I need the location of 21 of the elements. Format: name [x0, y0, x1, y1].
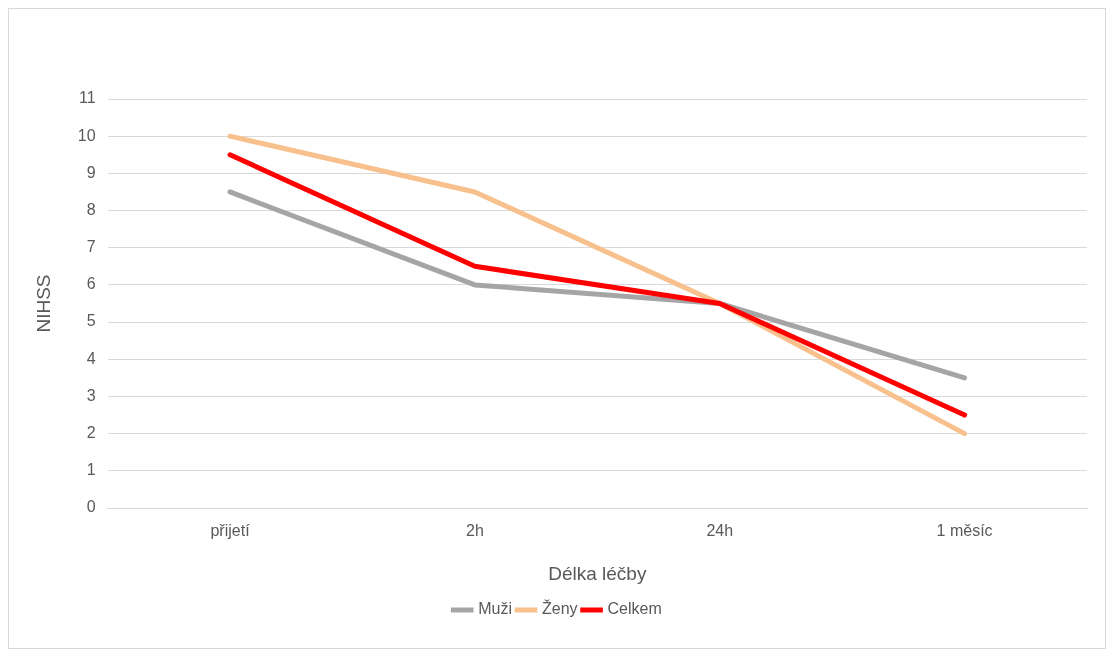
x-tick-label: 1 měsíc — [936, 522, 993, 540]
legend-label: Muži — [478, 600, 512, 618]
y-tick-label: 3 — [86, 386, 96, 404]
y-tick-label: 5 — [86, 312, 96, 330]
y-tick-label: 6 — [86, 275, 96, 293]
y-tick-label: 8 — [86, 200, 96, 218]
y-tick-label: 11 — [78, 89, 96, 107]
x-tick-label: přijetí — [210, 522, 251, 540]
y-tick-label: 0 — [86, 498, 96, 516]
y-tick-label: 2 — [86, 424, 96, 442]
legend-label: Ženy — [541, 599, 578, 618]
x-tick-label: 2h — [465, 522, 484, 540]
legend-label: Celkem — [607, 600, 662, 618]
y-tick-label: 10 — [77, 126, 96, 144]
y-tick-label: 1 — [86, 461, 96, 479]
y-axis-title: NIHSS — [32, 274, 54, 333]
y-tick-label: 4 — [86, 349, 96, 367]
y-tick-label: 7 — [86, 238, 96, 256]
x-tick-label: 24h — [706, 522, 734, 540]
y-tick-label: 9 — [86, 163, 96, 181]
x-axis-title: Délka léčby — [548, 562, 647, 584]
